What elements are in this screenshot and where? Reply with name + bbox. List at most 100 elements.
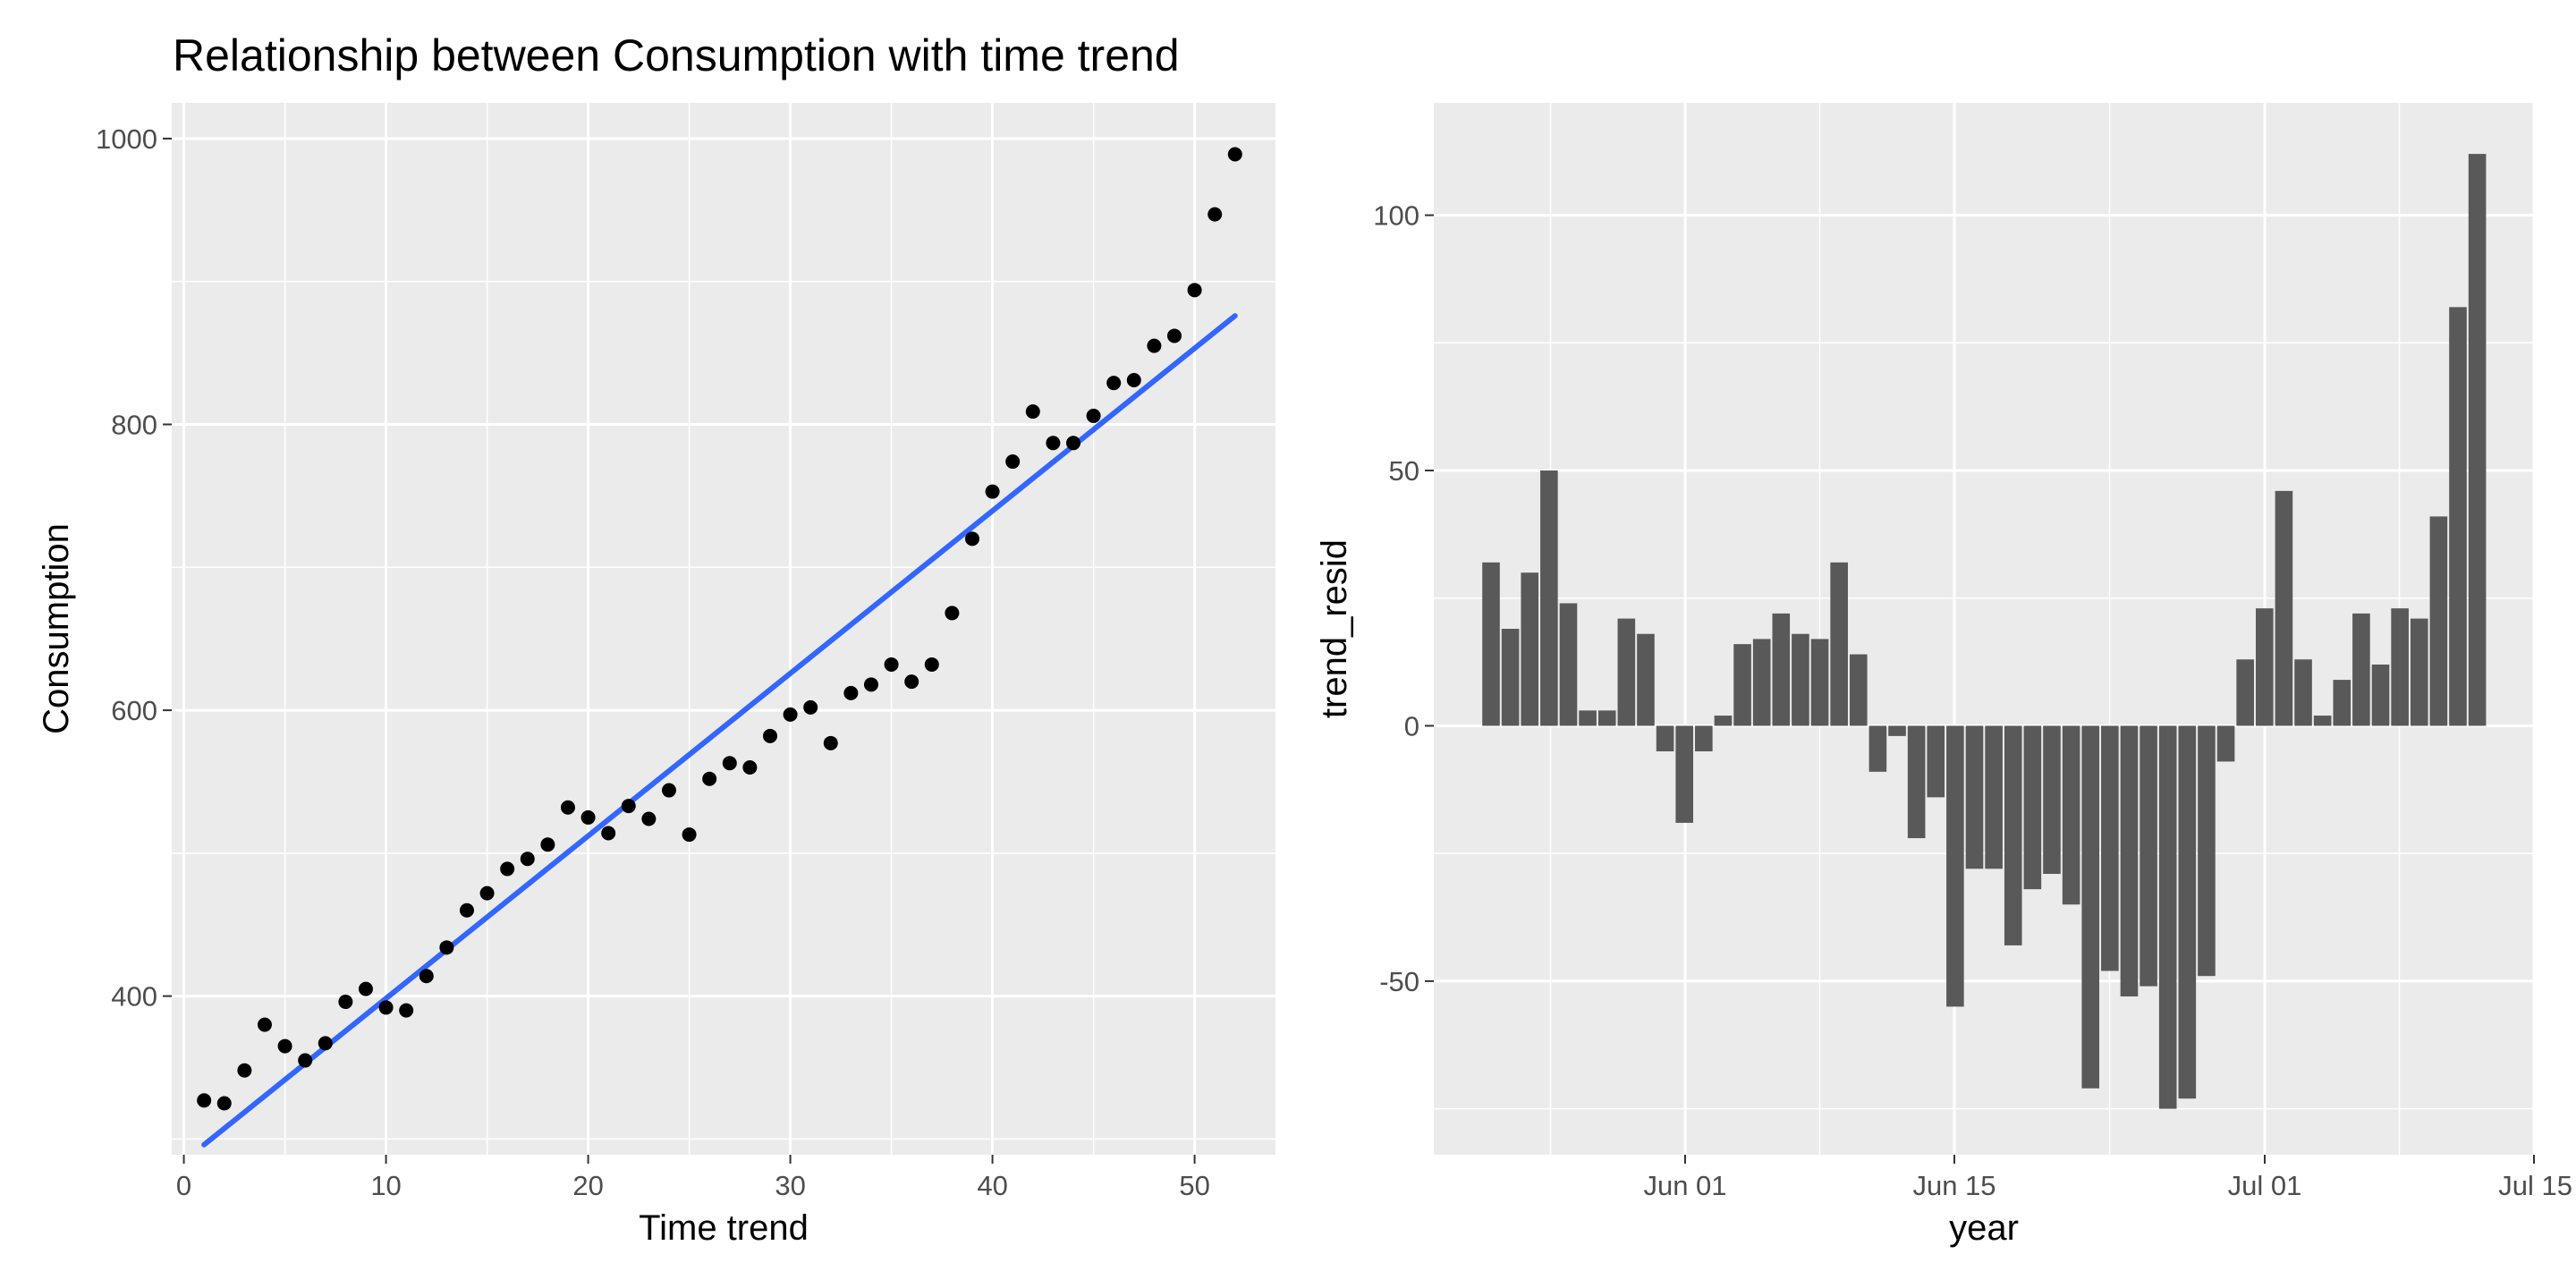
data-point (924, 657, 939, 672)
plot-panel (1434, 103, 2534, 1155)
residual-bar (2043, 725, 2061, 875)
data-point (783, 707, 798, 722)
residual-bar (2178, 725, 2197, 1099)
residual-bar (2081, 725, 2100, 1089)
residual-bar (1617, 618, 1636, 726)
data-point (1046, 436, 1061, 451)
data-point (1005, 454, 1021, 470)
residual-bar (2371, 664, 2390, 726)
trend-line (201, 313, 1238, 1148)
data-point (358, 981, 373, 996)
residual-bar (1733, 644, 1751, 726)
data-point (520, 852, 535, 867)
residual-bar (1888, 725, 1906, 736)
x-tick-label: Jun 15 (1912, 1170, 1996, 1201)
residual-bar (1695, 725, 1713, 752)
data-point (661, 783, 676, 798)
data-point (1147, 338, 1162, 353)
x-axis-ticks: 0 10 20 30 40 50 (176, 1155, 1210, 1201)
residual-bar (1597, 710, 1616, 726)
data-point (277, 1038, 292, 1054)
y-axis-ticks: 400 600 800 1000 (96, 123, 172, 1013)
y-tick-label: 0 (1404, 710, 1419, 741)
x-tick-label: 0 (176, 1170, 191, 1201)
y-axis-label: Consumption (37, 523, 76, 734)
residual-bar (2256, 608, 2274, 726)
residual-bar (1501, 629, 1520, 726)
data-point (803, 699, 818, 715)
data-point (378, 1000, 394, 1015)
data-point (580, 809, 596, 825)
residual-bar (1907, 725, 1926, 839)
residual-bar (2313, 716, 2332, 726)
data-point (298, 1053, 313, 1068)
data-point (1208, 207, 1223, 222)
residual-bar (1965, 725, 1984, 869)
data-point (702, 771, 717, 786)
data-point (985, 484, 1000, 499)
data-point (884, 657, 899, 672)
residual-bar (1927, 725, 1945, 798)
residual-bar (2410, 618, 2428, 726)
data-point (479, 886, 495, 901)
residual-bar (1830, 562, 1848, 726)
data-point (722, 756, 737, 771)
data-point (419, 969, 434, 984)
data-point (1126, 372, 1141, 387)
residual-bar (1868, 725, 1887, 772)
y-tick-label: 800 (111, 410, 157, 441)
data-point (500, 861, 515, 877)
data-point (904, 674, 919, 690)
residual-bar (1752, 639, 1771, 726)
x-tick-label: 20 (572, 1170, 603, 1201)
residual-bar (2294, 659, 2312, 726)
y-tick-label: 50 (1389, 455, 1419, 487)
residual-bar (2120, 725, 2139, 997)
consumption-scatter-chart: Relationship between Consumption with ti… (37, 30, 1275, 1248)
grid-major (172, 103, 1275, 1155)
data-point (1187, 283, 1202, 298)
residual-bar (1521, 572, 1539, 726)
residual-bar (2429, 516, 2448, 726)
residual-bar (2236, 659, 2254, 726)
data-point (399, 1003, 414, 1018)
data-point (216, 1096, 232, 1111)
data-point (1025, 404, 1040, 419)
data-point (338, 995, 353, 1010)
grid-minor (1434, 103, 2534, 1155)
x-axis-label: Time trend (639, 1208, 809, 1248)
residual-bar (1656, 725, 1674, 752)
x-tick-label: 40 (977, 1170, 1007, 1201)
x-tick-label: Jul 01 (2228, 1170, 2302, 1201)
data-point (257, 1017, 272, 1032)
residual-bar (1559, 603, 1578, 726)
data-point (682, 827, 697, 843)
data-point (843, 685, 859, 700)
residual-bar (1772, 613, 1791, 726)
residual-bar (2216, 725, 2235, 762)
x-axis-ticks: Jun 01 Jun 15 Jul 01 Jul 15 (1643, 1155, 2572, 1201)
residual-bar (1482, 562, 1500, 726)
residual-bar (2004, 725, 2022, 945)
data-point (1086, 408, 1101, 423)
data-point (318, 1036, 333, 1051)
x-tick-label: 30 (775, 1170, 805, 1201)
data-point (1166, 328, 1182, 343)
grid-minor (172, 103, 1275, 1155)
residual-bar (2333, 680, 2351, 726)
residual-bar (1946, 725, 1964, 1007)
residual-bar (1540, 470, 1558, 726)
residual-bar (1714, 716, 1733, 726)
residual-bar (2023, 725, 2042, 890)
x-tick-label: 10 (370, 1170, 401, 1201)
residual-bar (2140, 725, 2157, 987)
data-point (863, 677, 878, 692)
residual-bar (1792, 633, 1809, 726)
residual-bars (1482, 154, 2487, 1109)
data-point (1227, 147, 1242, 162)
residual-bar (2158, 725, 2177, 1109)
x-tick-label: 50 (1179, 1170, 1209, 1201)
data-point (621, 799, 636, 814)
data-points (197, 147, 1242, 1111)
